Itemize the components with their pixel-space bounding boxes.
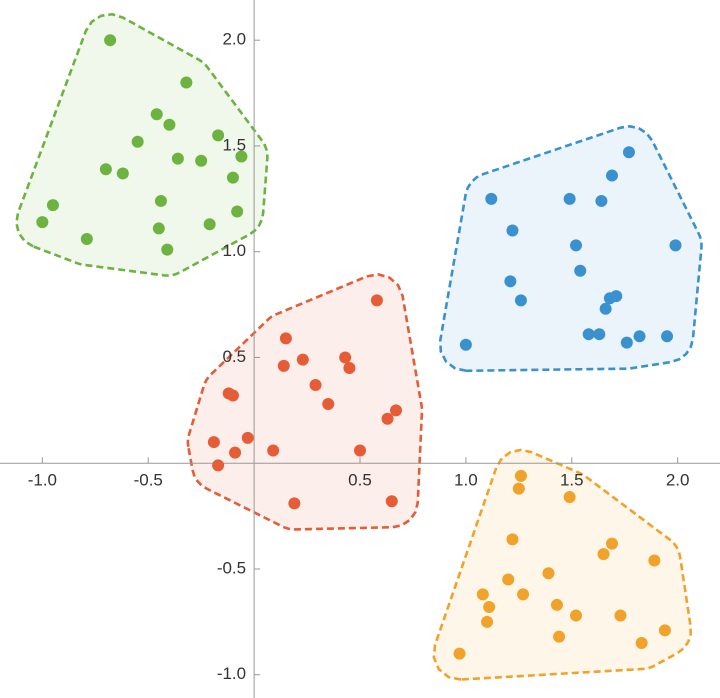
point	[370, 294, 383, 307]
y-tick-label: 1.0	[222, 241, 246, 260]
point	[459, 338, 472, 351]
x-tick-label: 1.5	[560, 471, 584, 490]
y-tick-label: -0.5	[217, 558, 246, 577]
point	[597, 548, 610, 561]
point	[620, 336, 633, 349]
point	[603, 292, 616, 305]
point	[553, 630, 566, 643]
point	[514, 294, 527, 307]
point	[614, 609, 627, 622]
point	[582, 328, 595, 341]
point	[570, 609, 582, 622]
point	[161, 243, 174, 256]
point	[180, 76, 193, 89]
point	[212, 459, 225, 472]
point	[563, 192, 576, 205]
point	[502, 573, 515, 586]
point	[635, 637, 648, 650]
x-tick-label: 1.0	[454, 471, 478, 490]
point	[288, 497, 301, 510]
point	[343, 362, 356, 375]
point	[563, 491, 576, 504]
point	[212, 129, 225, 142]
point	[80, 233, 93, 246]
point	[322, 397, 335, 410]
point	[504, 275, 517, 288]
point	[661, 330, 674, 343]
point	[550, 598, 563, 611]
point	[453, 647, 466, 660]
point	[231, 205, 244, 218]
point	[309, 378, 322, 391]
point	[150, 108, 163, 121]
point	[381, 412, 394, 425]
point	[235, 150, 248, 163]
point	[354, 444, 366, 457]
point	[622, 146, 635, 159]
point	[669, 239, 682, 252]
y-tick-label: 0.5	[222, 347, 246, 366]
y-tick-label: -1.0	[217, 664, 246, 683]
cluster-hull	[438, 125, 703, 373]
point	[390, 404, 402, 417]
point	[279, 332, 292, 345]
point	[229, 446, 242, 459]
x-tick-label: 2.0	[666, 471, 690, 490]
point	[481, 615, 494, 628]
point	[296, 353, 309, 366]
point	[226, 389, 239, 402]
point	[207, 436, 220, 449]
point	[267, 444, 280, 457]
cluster-hull	[186, 273, 424, 531]
point	[506, 533, 519, 546]
point	[574, 264, 587, 277]
point	[606, 169, 618, 182]
point	[152, 222, 165, 235]
y-tick-label: 2.0	[222, 30, 246, 49]
point	[131, 135, 144, 148]
point	[570, 239, 582, 252]
point	[195, 154, 208, 167]
point	[99, 163, 112, 176]
point	[517, 588, 530, 601]
point	[476, 588, 489, 601]
point	[116, 167, 129, 180]
point	[241, 431, 254, 444]
point	[658, 624, 671, 637]
point	[385, 495, 398, 508]
point	[485, 192, 498, 205]
point	[104, 34, 117, 47]
x-tick-label: -1.0	[28, 471, 57, 490]
point	[599, 302, 612, 315]
point	[36, 216, 49, 229]
cluster-hull	[432, 448, 692, 681]
y-tick-label: 1.5	[222, 135, 246, 154]
point	[512, 482, 525, 495]
point	[339, 351, 352, 364]
point	[154, 194, 167, 207]
point	[595, 194, 608, 207]
x-tick-label: 0.5	[348, 471, 372, 490]
point	[163, 118, 176, 131]
point	[506, 224, 519, 237]
point	[46, 199, 59, 212]
point	[606, 537, 618, 550]
point	[514, 469, 527, 482]
point	[277, 359, 290, 372]
x-tick-label: -0.5	[134, 471, 163, 490]
point	[648, 554, 661, 567]
point	[483, 601, 496, 614]
point	[171, 152, 184, 165]
point	[633, 330, 646, 343]
point	[542, 567, 555, 580]
point	[203, 218, 216, 231]
point	[226, 171, 239, 184]
point	[593, 328, 606, 341]
